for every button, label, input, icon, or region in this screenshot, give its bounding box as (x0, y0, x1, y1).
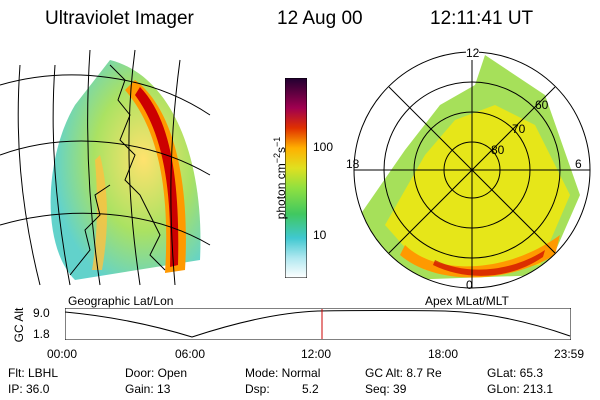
date-label: 12 Aug 00 (277, 8, 363, 29)
alt-ytick-1.8: 1.8 (33, 327, 50, 341)
colorbar (285, 78, 307, 278)
mlt-label-12: 12 (466, 46, 480, 60)
info-seq: Seq: 39 (365, 382, 407, 396)
alt-ylabel: GC Alt (12, 307, 26, 343)
info-glat: GLat: 65.3 (487, 366, 544, 380)
geo-caption: Geographic Lat/Lon (68, 294, 174, 308)
info-dsp-label: Dsp: (245, 382, 270, 396)
info-dsp-value: 5.2 (302, 382, 319, 396)
lat-label-60: 60 (535, 98, 549, 112)
info-glon: GLon: 213.1 (487, 382, 554, 396)
info-door: Door: Open (125, 366, 188, 380)
info-filter: Flt: LBHL (8, 366, 59, 380)
colorbar-tick-10: 10 (313, 228, 327, 242)
polar-caption: Apex MLat/MLT (425, 294, 509, 308)
polar-map (353, 51, 591, 289)
info-gc-alt: GC Alt: 8.7 Re (365, 366, 442, 380)
colorbar-tick-100: 100 (313, 140, 334, 154)
mlt-label-6: 6 (575, 157, 582, 171)
alt-xtick-1200: 12:00 (301, 347, 332, 361)
alt-xtick-0600: 06:00 (175, 347, 206, 361)
time-label: 12:11:41 UT (430, 8, 534, 29)
alt-xtick-1800: 18:00 (428, 347, 459, 361)
info-gain: Gain: 13 (125, 382, 171, 396)
info-ip: IP: 36.0 (8, 382, 50, 396)
alt-xtick-0000: 00:00 (47, 347, 78, 361)
geographic-map (0, 49, 211, 286)
altitude-plot (65, 308, 571, 340)
colorbar-unit-label: photon cm−2s−1 (272, 136, 288, 220)
mlt-label-0: 0 (466, 278, 473, 292)
lat-label-80: 80 (491, 143, 505, 157)
info-mode: Mode: Normal (245, 366, 321, 380)
alt-xtick-2359: 23:59 (554, 347, 585, 361)
lat-label-70: 70 (512, 122, 526, 136)
alt-ytick-9: 9.0 (33, 306, 50, 320)
mlt-label-18: 18 (346, 157, 360, 171)
app-title: Ultraviolet Imager (45, 8, 194, 29)
